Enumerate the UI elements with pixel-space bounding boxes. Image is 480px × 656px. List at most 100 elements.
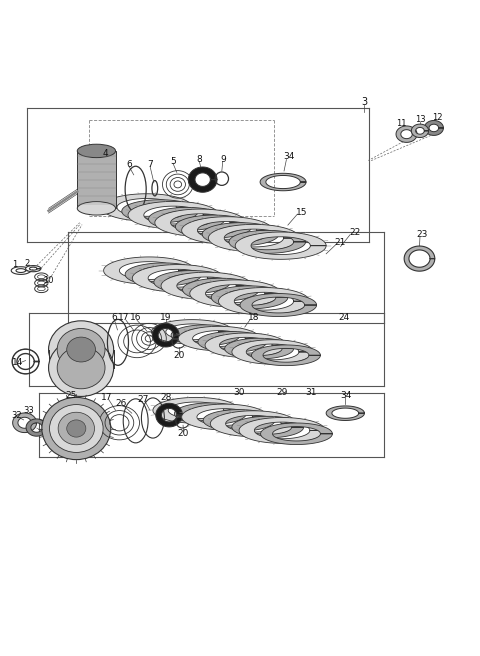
Polygon shape [202,222,279,246]
Polygon shape [171,325,240,346]
Polygon shape [154,270,230,293]
Polygon shape [252,345,321,365]
Polygon shape [122,199,198,222]
Ellipse shape [48,339,114,396]
Polygon shape [235,232,326,259]
Text: 17: 17 [101,393,113,402]
Text: 31: 31 [305,388,317,397]
Text: 4: 4 [102,149,108,158]
Text: 13: 13 [415,115,425,124]
Polygon shape [156,403,182,427]
Text: 12: 12 [432,113,443,122]
Polygon shape [132,264,223,292]
Polygon shape [424,121,444,135]
Polygon shape [174,403,246,424]
Polygon shape [190,280,281,307]
Text: 9: 9 [220,155,226,164]
Polygon shape [203,409,275,431]
Polygon shape [188,167,217,192]
Text: 6: 6 [112,313,118,322]
Text: 5: 5 [170,157,176,166]
Polygon shape [181,404,268,430]
Text: 22: 22 [349,228,360,237]
Text: 8: 8 [196,155,202,164]
Polygon shape [12,413,36,432]
Polygon shape [181,216,273,244]
Text: 30: 30 [233,388,245,397]
Polygon shape [396,126,417,142]
Polygon shape [155,209,246,236]
Polygon shape [149,207,225,230]
Text: 24: 24 [339,313,350,322]
Polygon shape [211,286,288,309]
Polygon shape [232,340,313,364]
Text: 21: 21 [335,238,346,247]
Text: 1: 1 [12,260,18,270]
Polygon shape [128,201,219,229]
Polygon shape [260,173,306,191]
Text: 32: 32 [11,411,22,420]
Polygon shape [229,230,306,253]
Ellipse shape [49,405,103,453]
Polygon shape [198,331,267,352]
Text: 7: 7 [147,160,153,169]
Text: 28: 28 [160,393,171,402]
Polygon shape [210,411,297,437]
Text: 27: 27 [138,396,149,404]
Text: 20: 20 [173,351,184,360]
Polygon shape [25,266,41,272]
Text: 3: 3 [361,97,368,107]
Text: 10: 10 [43,276,54,285]
Text: 6: 6 [126,160,132,169]
Text: 16: 16 [130,313,142,322]
Polygon shape [225,338,294,359]
Text: 18: 18 [248,313,259,322]
Text: 29: 29 [276,388,288,397]
Polygon shape [125,263,202,286]
Polygon shape [104,257,194,284]
Text: 2: 2 [25,259,30,268]
Text: 19: 19 [160,313,171,322]
Text: 25: 25 [66,390,77,400]
Text: 34: 34 [341,390,352,400]
Polygon shape [26,419,47,436]
Ellipse shape [42,398,111,460]
Polygon shape [11,267,30,274]
Polygon shape [77,151,116,209]
Text: 15: 15 [296,208,307,216]
Polygon shape [411,124,429,138]
Text: 17: 17 [119,313,130,322]
Polygon shape [205,333,287,358]
Text: 20: 20 [178,429,189,438]
Text: 34: 34 [283,152,295,161]
Ellipse shape [57,346,105,389]
Text: 14: 14 [12,358,23,367]
Text: 26: 26 [116,399,127,408]
Ellipse shape [77,201,116,215]
Polygon shape [152,319,233,344]
Polygon shape [240,293,317,316]
Polygon shape [208,224,300,252]
Ellipse shape [67,420,86,437]
Polygon shape [153,323,179,347]
Polygon shape [175,215,252,238]
Ellipse shape [57,329,105,371]
Ellipse shape [77,144,116,157]
Text: 11: 11 [396,119,407,128]
Ellipse shape [58,412,95,445]
Polygon shape [239,417,325,443]
Text: 23: 23 [416,230,428,239]
Polygon shape [261,423,332,445]
Polygon shape [182,278,259,301]
Text: 33: 33 [23,406,34,415]
Polygon shape [326,406,364,420]
Polygon shape [161,272,252,300]
Ellipse shape [48,321,114,379]
Polygon shape [218,287,310,315]
Polygon shape [101,194,192,221]
Polygon shape [153,398,239,423]
Polygon shape [232,417,304,438]
Polygon shape [404,246,435,271]
Ellipse shape [67,337,96,362]
Polygon shape [178,326,260,351]
